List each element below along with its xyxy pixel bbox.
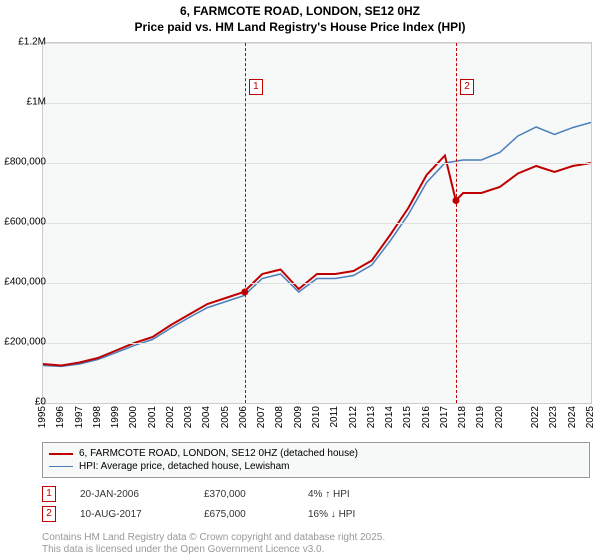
- x-tick-label: 1998: [92, 406, 103, 428]
- legend-swatch: [49, 453, 73, 455]
- x-tick-label: 2018: [457, 406, 468, 428]
- x-tick-label: 2017: [439, 406, 450, 428]
- sale-marker-line: [456, 43, 457, 403]
- attribution: Contains HM Land Registry data © Crown c…: [42, 532, 385, 556]
- sale-hpi-delta: 4% ↑ HPI: [308, 489, 388, 500]
- attribution-line-2: This data is licensed under the Open Gov…: [42, 544, 385, 556]
- x-tick-label: 2007: [256, 406, 267, 428]
- legend-item: 6, FARMCOTE ROAD, LONDON, SE12 0HZ (deta…: [49, 447, 583, 460]
- x-tick-label: 2005: [220, 406, 231, 428]
- legend-item: HPI: Average price, detached house, Lewi…: [49, 460, 583, 473]
- x-tick-label: 1995: [37, 406, 48, 428]
- gridline-h: [43, 283, 591, 284]
- sale-row-marker: 1: [42, 486, 56, 502]
- gridline-h: [43, 223, 591, 224]
- x-tick-label: 1999: [110, 406, 121, 428]
- x-tick-label: 1996: [55, 406, 66, 428]
- y-tick-label: £1.2M: [18, 37, 46, 48]
- x-tick-label: 2015: [402, 406, 413, 428]
- sale-marker-box: 1: [249, 79, 263, 95]
- title-line-1: 6, FARMCOTE ROAD, LONDON, SE12 0HZ: [0, 4, 600, 20]
- sale-price: £675,000: [204, 509, 284, 520]
- title-block: 6, FARMCOTE ROAD, LONDON, SE12 0HZ Price…: [0, 0, 600, 37]
- sale-date: 10-AUG-2017: [80, 509, 180, 520]
- attribution-line-1: Contains HM Land Registry data © Crown c…: [42, 532, 385, 544]
- y-tick-label: £400,000: [4, 277, 46, 288]
- sale-price: £370,000: [204, 489, 284, 500]
- x-tick-label: 2004: [201, 406, 212, 428]
- sale-marker-box: 2: [460, 79, 474, 95]
- sale-marker-line: [245, 43, 246, 403]
- series-line: [43, 123, 591, 367]
- x-tick-label: 2010: [311, 406, 322, 428]
- gridline-h: [43, 103, 591, 104]
- y-tick-label: £800,000: [4, 157, 46, 168]
- gridline-h: [43, 43, 591, 44]
- sale-hpi-delta: 16% ↓ HPI: [308, 509, 388, 520]
- x-tick-label: 2012: [348, 406, 359, 428]
- x-tick-label: 2022: [530, 406, 541, 428]
- chart-plot-area: 12: [42, 42, 592, 404]
- legend: 6, FARMCOTE ROAD, LONDON, SE12 0HZ (deta…: [42, 442, 590, 478]
- x-tick-label: 2014: [384, 406, 395, 428]
- chart-container: 6, FARMCOTE ROAD, LONDON, SE12 0HZ Price…: [0, 0, 600, 560]
- legend-swatch: [49, 466, 73, 467]
- x-tick-label: 2024: [567, 406, 578, 428]
- x-tick-label: 2025: [585, 406, 596, 428]
- title-line-2: Price paid vs. HM Land Registry's House …: [0, 20, 600, 36]
- x-tick-label: 1997: [74, 406, 85, 428]
- x-tick-label: 2006: [238, 406, 249, 428]
- y-tick-label: £200,000: [4, 337, 46, 348]
- x-tick-label: 2003: [183, 406, 194, 428]
- x-tick-label: 2001: [147, 406, 158, 428]
- x-tick-label: 2000: [128, 406, 139, 428]
- y-tick-label: £600,000: [4, 217, 46, 228]
- sale-date: 20-JAN-2006: [80, 489, 180, 500]
- legend-label: 6, FARMCOTE ROAD, LONDON, SE12 0HZ (deta…: [79, 448, 358, 459]
- sale-row: 2 10-AUG-2017 £675,000 16% ↓ HPI: [42, 506, 388, 522]
- gridline-h: [43, 343, 591, 344]
- sale-row: 1 20-JAN-2006 £370,000 4% ↑ HPI: [42, 486, 388, 502]
- legend-label: HPI: Average price, detached house, Lewi…: [79, 461, 290, 472]
- x-tick-label: 2019: [475, 406, 486, 428]
- x-tick-label: 2023: [548, 406, 559, 428]
- x-tick-label: 2009: [293, 406, 304, 428]
- gridline-h: [43, 163, 591, 164]
- x-tick-label: 2013: [366, 406, 377, 428]
- x-tick-label: 2016: [421, 406, 432, 428]
- y-tick-label: £1M: [27, 97, 46, 108]
- x-tick-label: 2020: [494, 406, 505, 428]
- sale-row-marker: 2: [42, 506, 56, 522]
- x-tick-label: 2002: [165, 406, 176, 428]
- x-tick-label: 2008: [274, 406, 285, 428]
- series-line: [43, 156, 591, 366]
- x-tick-label: 2011: [329, 406, 340, 428]
